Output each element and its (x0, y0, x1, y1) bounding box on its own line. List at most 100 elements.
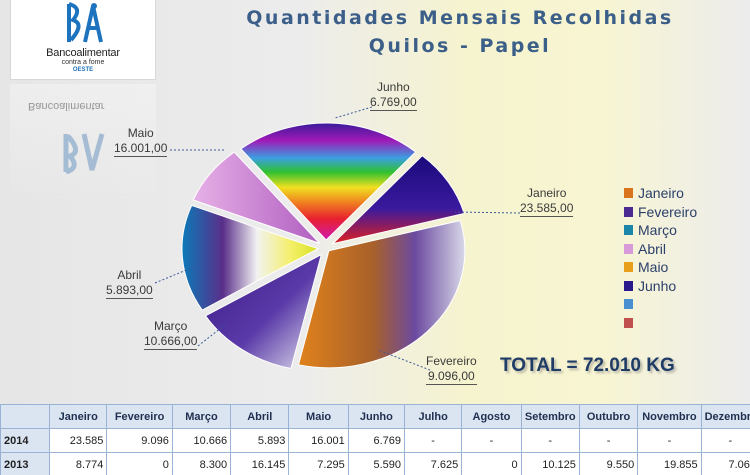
data-label-name: Junho (377, 80, 410, 94)
legend-swatch (624, 317, 633, 328)
logo-subtitle: contra a fome (61, 59, 105, 66)
table-cell: 7.060 (700, 452, 750, 475)
total-label: TOTAL = 72.010 KG (500, 355, 675, 376)
data-label-janeiro: Janeiro 23.585,00 (520, 186, 574, 217)
table-cell: 8.300 (171, 452, 232, 475)
legend-item: Junho (624, 277, 697, 296)
pie-slice-fevereiro (204, 253, 323, 370)
chart-title-line1: Quantidades Mensais Recolhidas (246, 7, 674, 29)
table-row: 2013 8.774 0 8.300 16.145 7.295 5.590 7.625 0 10.… (0, 452, 750, 475)
data-label-name: Fevereiro (426, 354, 477, 368)
legend-item: Janeiro (624, 184, 697, 203)
table-header-cell: Outubro (578, 404, 639, 429)
table-cell: 16.001 (288, 428, 349, 453)
table-header-cell: Fevereiro (106, 404, 173, 429)
table-row: 2014 23.585 9.096 10.666 5.893 16.001 6.769- - -… (0, 428, 750, 453)
table-header-cell: Julho (403, 404, 463, 429)
table-header-cell: Agosto (461, 404, 522, 429)
table-cell: 5.893 (230, 428, 290, 453)
table-header-cell: Janeiro (49, 404, 108, 429)
table-header-cell (0, 404, 51, 429)
table-header-cell: Março (171, 404, 232, 429)
table-header-cell: Abril (230, 404, 290, 429)
table-header-cell: Novembro (637, 404, 702, 429)
data-label-fevereiro: Fevereiro 9.096,00 (426, 354, 477, 385)
legend-label: Janeiro (638, 185, 684, 202)
chart-title-line2: Quilos - Papel (368, 35, 552, 57)
data-label-abril: Abril 5.893,00 (106, 268, 153, 299)
legend-item: Abril (624, 240, 697, 259)
legend-swatch (624, 206, 633, 217)
table-cell: - (637, 428, 702, 453)
data-label-name: Janeiro (527, 186, 567, 200)
data-label-value: 10.666,00 (144, 334, 198, 350)
table-cell: 9.550 (578, 452, 639, 475)
table-year-cell: 2013 (0, 452, 51, 475)
logo: Bancoalimentar contra a fome OESTE (10, 0, 156, 80)
table-cell: 10.666 (171, 428, 232, 453)
table-cell: 19.855 (637, 452, 702, 475)
legend-item: Maio (624, 258, 697, 277)
legend-label: Junho (638, 277, 677, 294)
legend: Janeiro Fevereiro Março Abril Maio Junho (624, 184, 697, 332)
table-year-cell: 2014 (0, 428, 51, 453)
table-cell: - (700, 428, 750, 453)
table-cell: - (403, 428, 463, 453)
legend-item (624, 295, 697, 314)
table-cell: 9.096 (106, 428, 173, 453)
legend-swatch (624, 280, 633, 291)
legend-label: Março (638, 222, 677, 239)
table-cell: 0 (106, 452, 173, 475)
legend-label: Fevereiro (638, 203, 698, 220)
table-cell: - (578, 428, 639, 453)
data-label-março: Março 10.666,00 (144, 319, 198, 350)
legend-item: Fevereiro (624, 203, 697, 222)
pie-slice-março (181, 204, 320, 311)
logo-name: Bancoalimentar (46, 47, 120, 59)
table-cell: 7.295 (288, 452, 349, 475)
pie-slice-janeiro (297, 219, 466, 369)
data-label-value: 6.769,00 (370, 95, 417, 111)
pie-slice-abril (192, 151, 320, 244)
data-label-maio: Maio 16.001,00 (114, 126, 168, 157)
legend-swatch (624, 188, 633, 199)
data-label-name: Maio (127, 126, 154, 140)
pie-chart (154, 106, 521, 371)
table-header-cell: Setembro (520, 404, 580, 429)
table-cell: 23.585 (49, 428, 108, 453)
legend-swatch (624, 225, 633, 236)
data-label-name: Março (154, 319, 188, 333)
table-cell: 5.590 (347, 452, 406, 475)
table-cell: 10.125 (520, 452, 580, 475)
leader-line-março (197, 323, 227, 347)
data-table: Janeiro Fevereiro Março Abril Maio Junho Julho… (0, 404, 750, 475)
data-label-name: Abril (117, 268, 142, 282)
data-label-value: 16.001,00 (114, 141, 168, 157)
table-cell: - (461, 428, 522, 453)
table-cell: 16.145 (230, 452, 290, 475)
legend-label: Maio (638, 259, 669, 276)
data-label-junho: Junho 6.769,00 (370, 80, 417, 111)
table-cell: 8.774 (49, 452, 108, 475)
banco-alimentar-logo-icon (67, 2, 103, 43)
table-header-cell: Junho (347, 404, 406, 429)
table-cell: - (520, 428, 580, 453)
data-label-value: 23.585,00 (520, 201, 574, 217)
table-cell: 6.769 (347, 428, 406, 453)
table-cell: 7.625 (403, 452, 463, 475)
legend-label: Abril (638, 240, 667, 257)
legend-swatch (624, 243, 633, 254)
table-header-cell: Maio (288, 404, 349, 429)
pie-slice-maio (240, 122, 417, 241)
leader-line-janeiro (454, 211, 521, 214)
leader-line-fevereiro (377, 349, 431, 371)
leader-line-junho (334, 106, 373, 119)
legend-item: Março (624, 221, 697, 240)
table-header-cell: Dezembro (700, 404, 750, 429)
table-cell: 0 (461, 452, 522, 475)
data-label-value: 9.096,00 (426, 369, 477, 385)
legend-item (624, 314, 697, 333)
logo-region: OESTE (72, 67, 94, 73)
legend-swatch (624, 262, 633, 273)
data-label-value: 5.893,00 (106, 283, 153, 299)
